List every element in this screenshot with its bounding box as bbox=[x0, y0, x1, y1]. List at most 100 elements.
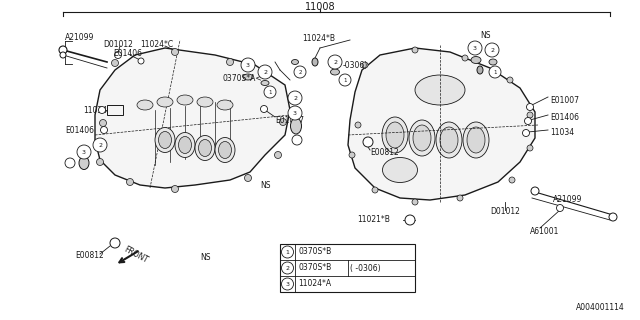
Text: A21099: A21099 bbox=[65, 33, 94, 42]
Text: 2: 2 bbox=[285, 266, 289, 270]
Circle shape bbox=[244, 174, 252, 181]
Circle shape bbox=[288, 91, 302, 105]
Circle shape bbox=[412, 47, 418, 53]
Text: 1: 1 bbox=[343, 77, 347, 83]
Circle shape bbox=[282, 278, 294, 290]
Text: 1: 1 bbox=[493, 69, 497, 75]
Ellipse shape bbox=[477, 66, 483, 74]
Ellipse shape bbox=[330, 69, 339, 75]
Ellipse shape bbox=[175, 132, 195, 157]
Text: 3: 3 bbox=[293, 110, 297, 116]
Circle shape bbox=[489, 66, 501, 78]
Ellipse shape bbox=[413, 125, 431, 151]
Circle shape bbox=[264, 86, 276, 98]
Text: E00812: E00812 bbox=[75, 251, 104, 260]
Ellipse shape bbox=[489, 59, 497, 65]
Ellipse shape bbox=[195, 135, 215, 161]
Ellipse shape bbox=[217, 100, 233, 110]
Circle shape bbox=[99, 119, 106, 126]
Ellipse shape bbox=[137, 100, 153, 110]
Circle shape bbox=[531, 187, 539, 195]
Circle shape bbox=[258, 65, 272, 79]
Ellipse shape bbox=[159, 132, 172, 148]
Text: 0370S*B: 0370S*B bbox=[298, 247, 332, 257]
Text: 11024*C: 11024*C bbox=[140, 39, 173, 49]
Ellipse shape bbox=[415, 75, 465, 105]
Circle shape bbox=[609, 213, 617, 221]
Circle shape bbox=[372, 187, 378, 193]
Text: 2: 2 bbox=[298, 69, 301, 75]
Text: A61001: A61001 bbox=[530, 228, 559, 236]
Text: 11034: 11034 bbox=[83, 106, 107, 115]
Ellipse shape bbox=[215, 138, 235, 163]
Circle shape bbox=[405, 215, 415, 225]
Text: 0370S*B: 0370S*B bbox=[298, 263, 332, 273]
Text: 2: 2 bbox=[293, 95, 297, 100]
Ellipse shape bbox=[436, 122, 462, 158]
Text: FRONT: FRONT bbox=[122, 245, 149, 265]
Text: 11024*A: 11024*A bbox=[298, 279, 331, 289]
Circle shape bbox=[65, 158, 75, 168]
Text: 2: 2 bbox=[98, 142, 102, 148]
Circle shape bbox=[59, 46, 67, 54]
Text: E01406: E01406 bbox=[550, 113, 579, 122]
Circle shape bbox=[527, 112, 533, 118]
Ellipse shape bbox=[198, 140, 211, 156]
Circle shape bbox=[111, 60, 118, 67]
Text: A21099: A21099 bbox=[553, 196, 582, 204]
Circle shape bbox=[328, 55, 342, 69]
Circle shape bbox=[110, 238, 120, 248]
Text: 11034: 11034 bbox=[550, 127, 574, 137]
Text: 2: 2 bbox=[490, 47, 494, 52]
Text: E01007: E01007 bbox=[275, 116, 304, 124]
Circle shape bbox=[349, 152, 355, 158]
Circle shape bbox=[288, 106, 302, 120]
Text: 0370S*A<: 0370S*A< bbox=[222, 74, 262, 83]
Text: D01012: D01012 bbox=[103, 39, 133, 49]
Ellipse shape bbox=[383, 157, 417, 182]
Ellipse shape bbox=[261, 81, 269, 85]
Circle shape bbox=[97, 158, 104, 165]
Circle shape bbox=[99, 107, 106, 114]
Text: E01406: E01406 bbox=[113, 49, 142, 58]
Circle shape bbox=[100, 126, 108, 133]
Circle shape bbox=[527, 145, 533, 151]
Circle shape bbox=[292, 135, 302, 145]
Circle shape bbox=[527, 103, 534, 110]
Circle shape bbox=[363, 137, 373, 147]
Ellipse shape bbox=[243, 74, 253, 80]
Circle shape bbox=[468, 41, 482, 55]
Ellipse shape bbox=[463, 122, 489, 158]
Circle shape bbox=[77, 145, 91, 159]
Circle shape bbox=[241, 58, 255, 72]
Circle shape bbox=[339, 74, 351, 86]
Text: 11024*B: 11024*B bbox=[302, 34, 335, 43]
Text: 1: 1 bbox=[268, 90, 272, 94]
Ellipse shape bbox=[197, 97, 213, 107]
Circle shape bbox=[93, 138, 107, 152]
Circle shape bbox=[355, 122, 361, 128]
Text: D01012: D01012 bbox=[490, 207, 520, 217]
Text: 3: 3 bbox=[82, 149, 86, 155]
Text: 11021*B: 11021*B bbox=[357, 215, 390, 225]
Circle shape bbox=[227, 59, 234, 66]
Text: NS: NS bbox=[480, 30, 490, 39]
Text: -0306): -0306) bbox=[343, 60, 368, 69]
Text: E01007: E01007 bbox=[550, 95, 579, 105]
Circle shape bbox=[280, 118, 287, 125]
Circle shape bbox=[282, 246, 294, 258]
Circle shape bbox=[172, 49, 179, 55]
Ellipse shape bbox=[409, 120, 435, 156]
Bar bbox=[280, 244, 415, 292]
Ellipse shape bbox=[291, 60, 298, 65]
Ellipse shape bbox=[382, 117, 408, 153]
Bar bbox=[107, 105, 123, 115]
Ellipse shape bbox=[79, 156, 89, 170]
Circle shape bbox=[525, 117, 531, 124]
Circle shape bbox=[266, 86, 273, 93]
Text: 3: 3 bbox=[285, 282, 289, 286]
Circle shape bbox=[557, 204, 563, 212]
Ellipse shape bbox=[386, 122, 404, 148]
Text: NS: NS bbox=[200, 253, 211, 262]
Circle shape bbox=[115, 52, 122, 59]
